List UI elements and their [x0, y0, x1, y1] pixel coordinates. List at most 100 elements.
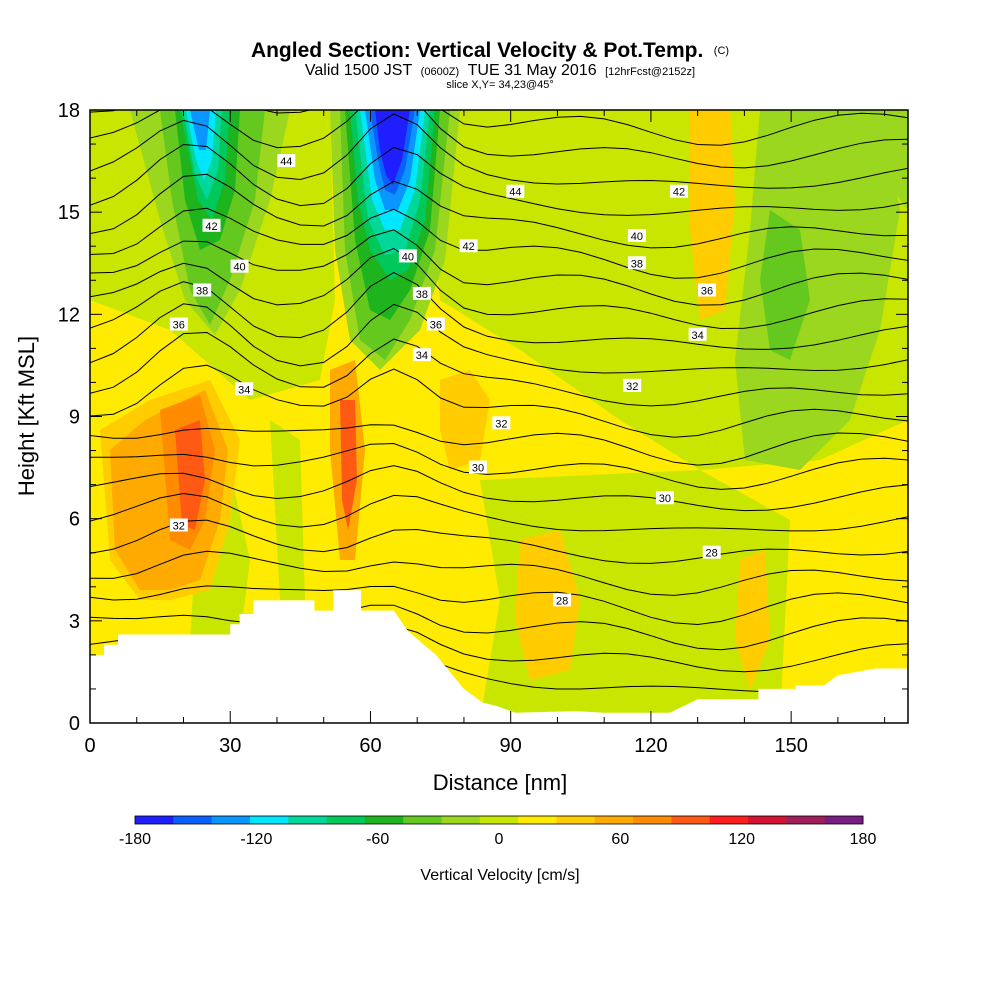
- theta-contour-line: [90, 113, 908, 189]
- contour-label: 32: [169, 518, 188, 532]
- contour-label: 44: [277, 154, 296, 168]
- contour-label-text: 34: [238, 384, 250, 396]
- colorbar-swatch: [748, 816, 787, 824]
- y-tick-label: 18: [58, 100, 80, 122]
- field-updraft-mid: [440, 370, 490, 470]
- theta-contour-line: [90, 110, 908, 169]
- colorbar-swatch: [441, 816, 481, 824]
- field-left-core-6: [190, 110, 210, 150]
- theta-contour-line: [90, 604, 908, 651]
- slice-info: slice X,Y= 34,23@45°: [446, 79, 554, 91]
- velocity-field: [90, 110, 908, 723]
- colorbar-swatch: [479, 816, 519, 824]
- contour-label-text: 36: [173, 320, 185, 332]
- contour-label: 30: [468, 460, 487, 475]
- contour-label-text: 38: [416, 289, 428, 301]
- colorbar-swatch: [824, 816, 864, 824]
- contour-label-text: 36: [701, 285, 713, 297]
- field-updraft-lower-right: [735, 550, 770, 690]
- contour-label: 40: [398, 249, 417, 263]
- contour-label-text: 32: [495, 418, 507, 430]
- colorbar-tick-label: 60: [611, 831, 629, 848]
- theta-contour-line: [90, 364, 908, 438]
- contour-label: 38: [412, 286, 431, 301]
- chart-title: Angled Section: Vertical Velocity & Pot.…: [251, 39, 729, 62]
- colorbar-swatch: [518, 816, 557, 824]
- colorbar-tick-label: 120: [728, 831, 755, 848]
- field-updraft-center-2: [340, 400, 357, 530]
- contour-label: 32: [623, 378, 642, 393]
- contour-label: 44: [506, 184, 525, 199]
- theta-contour-line: [90, 465, 908, 512]
- colorbar-swatch: [786, 816, 826, 824]
- contour-label-text: 30: [472, 463, 484, 475]
- contour-label-text: 42: [205, 221, 217, 233]
- theta-contour-line: [90, 229, 908, 306]
- field-updraft-lower-mid: [515, 530, 580, 680]
- colorbar-swatch: [403, 816, 442, 824]
- x-axis-label: Distance [nm]: [433, 770, 568, 795]
- contour-label: 42: [202, 218, 221, 233]
- contour-label-text: 42: [673, 187, 685, 199]
- contour-label: 42: [459, 239, 478, 253]
- contour-label: 34: [412, 348, 431, 362]
- contour-label-text: 40: [402, 251, 414, 263]
- contour-label: 34: [688, 327, 707, 342]
- contour-label-text: 34: [416, 350, 428, 362]
- theta-contour-line: [90, 247, 908, 330]
- theta-contour-line: [90, 585, 908, 626]
- theta-contour-line: [90, 492, 908, 532]
- colorbar-tick-label: 0: [495, 831, 504, 848]
- field-downdraft-right-green: [735, 110, 900, 470]
- contour-label-text: 44: [280, 156, 292, 168]
- x-tick-label: 120: [634, 735, 667, 757]
- field-right-core: [760, 210, 810, 360]
- contour-label-text: 40: [233, 262, 245, 274]
- contour-label-text: 42: [462, 241, 474, 253]
- contour-label-text: 32: [173, 520, 185, 532]
- field-top-right-green: [870, 110, 908, 210]
- colorbar-swatch: [249, 816, 289, 824]
- y-tick-label: 12: [58, 304, 80, 326]
- contour-label-text: 30: [659, 493, 671, 505]
- theta-contour-line: [90, 110, 908, 146]
- contour-label-text: 36: [430, 320, 442, 332]
- contour-labels: 44 44 42 42 42 40 40 40 38 38 38 36 36 36 34 34 34 32 32 32…: [169, 154, 721, 607]
- contour-label-text: 28: [556, 595, 568, 607]
- theta-contour-line: [90, 207, 908, 279]
- x-tick-label: 60: [359, 735, 381, 757]
- chart-subtitle: Valid 1500 JST (0600Z) TUE 31 May 2016 […: [305, 62, 695, 79]
- colorbar-swatch: [288, 816, 327, 824]
- x-tick-label: 150: [774, 735, 807, 757]
- x-tick-label: 0: [84, 735, 95, 757]
- theta-contour-line: [90, 303, 908, 374]
- contour-label: 38: [627, 256, 646, 270]
- colorbar-swatch: [364, 816, 404, 824]
- x-tick-label: 30: [219, 735, 241, 757]
- colorbar-tick-label: -180: [119, 831, 151, 848]
- colorbar-tick-label: 180: [850, 831, 877, 848]
- contour-label: 40: [627, 229, 646, 243]
- theta-contour-line: [90, 442, 908, 490]
- field-center-core-8: [375, 110, 410, 185]
- y-tick-label: 15: [58, 202, 80, 224]
- colorbar-swatch: [211, 816, 251, 824]
- colorbar-swatch: [709, 816, 749, 824]
- x-tick-label: 90: [500, 735, 522, 757]
- theta-contour-line: [90, 331, 908, 407]
- contour-label-text: 32: [626, 381, 638, 393]
- contour-label: 34: [235, 382, 254, 396]
- contour-label: 28: [553, 593, 572, 607]
- theta-contour-line: [90, 143, 908, 216]
- colorbar-swatch: [173, 816, 213, 824]
- colorbar-tick-label: -60: [366, 831, 389, 848]
- theta-contour-line: [90, 424, 908, 466]
- colorbar-swatch: [556, 816, 596, 824]
- y-tick-label: 3: [69, 611, 80, 633]
- contour-label: 40: [230, 259, 249, 274]
- colorbar-swatch: [135, 816, 174, 824]
- colorbar-swatch: [594, 816, 634, 824]
- colorbar: [134, 815, 864, 825]
